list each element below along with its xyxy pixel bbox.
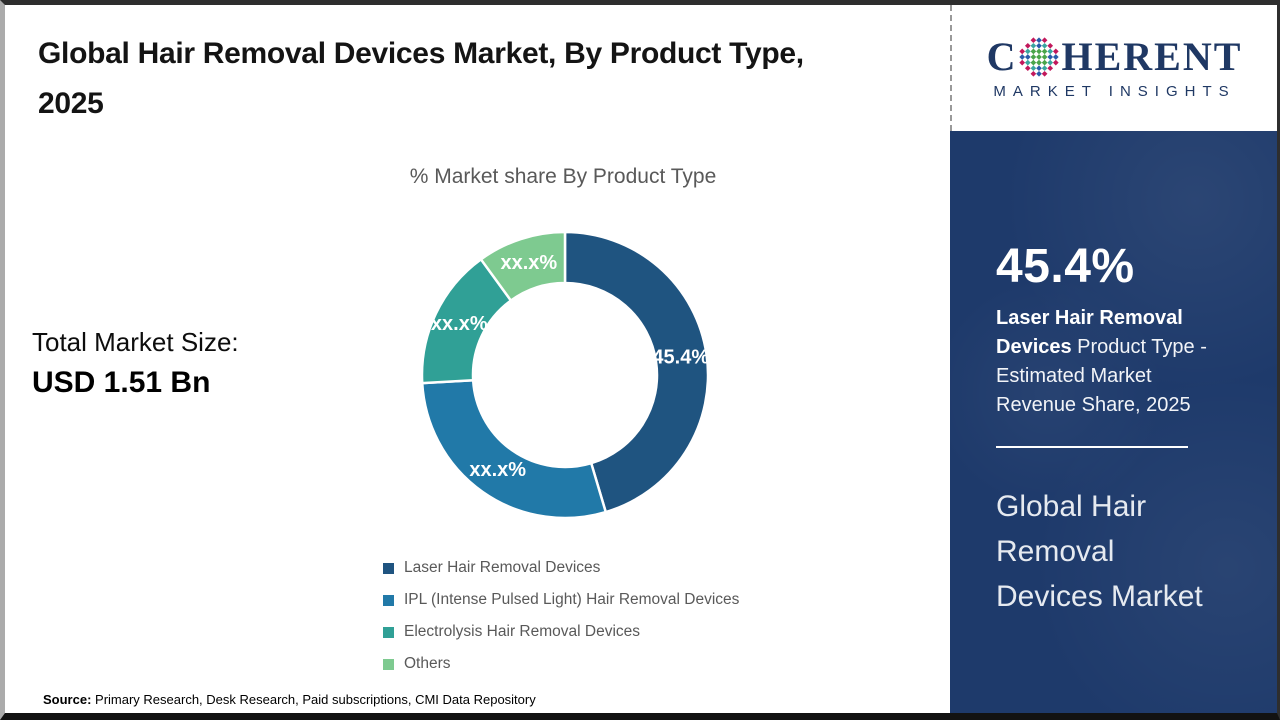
page-title: Global Hair Removal Devices Market, By P… <box>38 37 804 120</box>
globe-dot <box>1042 48 1048 55</box>
total-market-size-value: USD 1.51 Bn <box>32 366 211 399</box>
globe-dot <box>1053 48 1060 55</box>
legend-swatch-icon <box>383 594 394 606</box>
globe-dot <box>1025 54 1032 60</box>
globe-dot <box>1042 37 1048 44</box>
globe-dot <box>1025 65 1032 72</box>
globe-dot <box>1019 59 1026 66</box>
source-label: Source: <box>43 692 92 707</box>
legend-item: Electrolysis Hair Removal Devices <box>383 623 739 641</box>
pie-segment-label: xx.x% <box>431 313 488 335</box>
globe-dot <box>1025 48 1032 55</box>
dotted-globe-icon <box>1019 37 1060 77</box>
pie-segment-label: 45.4% <box>652 346 709 368</box>
legend-swatch-icon <box>383 658 394 670</box>
donut-chart: 45.4% xx.x% xx.x% xx.x% <box>420 230 710 520</box>
legend-label: Laser Hair Removal Devices <box>404 559 601 576</box>
globe-dot <box>1036 59 1043 66</box>
logo-subtitle: MARKET INSIGHTS <box>993 83 1236 100</box>
globe-dot <box>1031 70 1037 77</box>
globe-dot <box>1047 54 1054 60</box>
globe-dot <box>1036 37 1043 44</box>
chart-title: % Market share By Product Type <box>409 165 717 188</box>
sidebar: 45.4% Laser Hair Removal Devices Product… <box>950 131 1277 713</box>
globe-dot <box>1025 42 1032 49</box>
globe-dot <box>1036 70 1043 77</box>
globe-dot <box>1053 59 1060 66</box>
globe-dot <box>1047 42 1054 49</box>
globe-dot <box>1031 59 1037 66</box>
legend-label: IPL (Intense Pulsed Light) Hair Removal … <box>404 591 740 608</box>
globe-dot <box>1047 65 1054 72</box>
globe-dot <box>1053 54 1060 60</box>
globe-dot <box>1042 65 1048 72</box>
pie-segment-label: xx.x% <box>469 459 526 481</box>
globe-dot <box>1042 54 1048 60</box>
globe-dot <box>1031 42 1037 49</box>
pie-segment-1 <box>563 230 710 514</box>
sidebar-stat-description-rest: Product Type - Estimated Market Revenue … <box>996 336 1207 416</box>
legend-item: IPL (Intense Pulsed Light) Hair Removal … <box>383 591 739 609</box>
globe-dot <box>1042 59 1048 66</box>
sidebar-stat-description: Laser Hair Removal Devices Product Type … <box>996 304 1226 420</box>
chart-legend: Laser Hair Removal Devices IPL (Intense … <box>383 559 739 687</box>
legend-item: Laser Hair Removal Devices <box>383 559 739 577</box>
sidebar-stat-description-bold: Laser Hair Removal Devices <box>996 307 1183 358</box>
globe-dot <box>1042 42 1048 49</box>
logo-text-suffix: HERENT <box>1061 34 1243 79</box>
source-text: Primary Research, Desk Research, Paid su… <box>91 692 536 707</box>
globe-dot <box>1031 65 1037 72</box>
legend-item: Others <box>383 655 739 673</box>
globe-dot <box>1036 65 1043 72</box>
sidebar-report-title: Global Hair Removal Devices Market <box>996 490 1203 613</box>
globe-dot <box>1019 54 1026 60</box>
globe-dot <box>1019 48 1026 55</box>
sidebar-stat-value: 45.4% <box>996 240 1135 293</box>
globe-dot <box>1042 70 1048 77</box>
legend-label: Electrolysis Hair Removal Devices <box>404 623 641 640</box>
globe-dot <box>1036 54 1043 60</box>
brand-logo-panel: C HERENT MARKET INSIGHTS <box>950 5 1277 131</box>
pie-segment-label: xx.x% <box>500 252 557 274</box>
globe-dot <box>1031 48 1037 55</box>
globe-dot <box>1036 42 1043 49</box>
total-market-size-block: Total Market Size: USD 1.51 Bn <box>32 327 239 400</box>
globe-dot <box>1047 59 1054 66</box>
globe-dot <box>1025 59 1032 66</box>
legend-swatch-icon <box>383 626 394 638</box>
brand-logo: C HERENT <box>987 36 1243 78</box>
sidebar-divider <box>996 446 1188 448</box>
globe-dot <box>1036 48 1043 55</box>
pie-segment-2 <box>420 378 608 520</box>
logo-text-prefix: C <box>986 34 1018 79</box>
legend-swatch-icon <box>383 562 394 574</box>
globe-dot <box>1047 48 1054 55</box>
pie-segment-4 <box>479 230 567 302</box>
legend-label: Others <box>404 655 451 672</box>
globe-dot <box>1031 37 1037 44</box>
source-line: Source: Primary Research, Desk Research,… <box>43 692 536 707</box>
globe-dot <box>1031 54 1037 60</box>
total-market-size-label: Total Market Size: <box>32 327 239 357</box>
